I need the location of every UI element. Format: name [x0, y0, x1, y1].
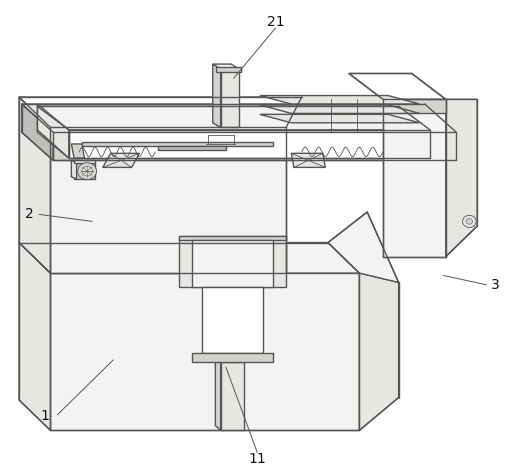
Polygon shape: [82, 142, 273, 146]
Text: 11: 11: [248, 452, 266, 465]
Text: 1: 1: [41, 409, 50, 423]
Polygon shape: [71, 160, 77, 179]
Text: 2: 2: [25, 207, 34, 221]
Polygon shape: [50, 273, 360, 430]
Polygon shape: [37, 106, 430, 130]
Polygon shape: [383, 99, 446, 114]
Polygon shape: [215, 357, 220, 430]
Polygon shape: [53, 132, 456, 160]
Circle shape: [466, 219, 472, 224]
Text: 21: 21: [267, 15, 285, 29]
Polygon shape: [178, 236, 286, 287]
Polygon shape: [446, 99, 477, 257]
Circle shape: [463, 215, 476, 227]
Polygon shape: [74, 160, 95, 162]
Polygon shape: [19, 97, 302, 128]
Polygon shape: [360, 273, 398, 430]
Polygon shape: [192, 353, 273, 362]
Polygon shape: [220, 362, 244, 430]
Polygon shape: [50, 128, 286, 273]
Polygon shape: [22, 104, 456, 132]
Polygon shape: [37, 104, 69, 158]
Polygon shape: [213, 64, 220, 128]
Circle shape: [82, 166, 92, 176]
Polygon shape: [19, 97, 50, 273]
Polygon shape: [103, 154, 140, 167]
Circle shape: [78, 162, 97, 179]
Polygon shape: [260, 96, 419, 104]
Polygon shape: [220, 69, 239, 128]
Polygon shape: [22, 104, 53, 160]
Text: 3: 3: [491, 278, 500, 292]
Polygon shape: [19, 243, 360, 273]
Polygon shape: [260, 105, 419, 114]
Polygon shape: [19, 243, 50, 430]
Polygon shape: [349, 73, 446, 99]
Polygon shape: [216, 67, 240, 72]
Polygon shape: [202, 287, 262, 353]
Polygon shape: [192, 240, 273, 287]
Polygon shape: [383, 99, 446, 257]
Polygon shape: [260, 114, 419, 123]
Polygon shape: [71, 144, 85, 158]
Polygon shape: [328, 212, 398, 283]
Polygon shape: [158, 146, 226, 150]
Polygon shape: [291, 154, 326, 167]
Polygon shape: [74, 162, 95, 179]
Polygon shape: [213, 64, 239, 69]
Polygon shape: [178, 236, 286, 240]
Polygon shape: [69, 130, 430, 158]
